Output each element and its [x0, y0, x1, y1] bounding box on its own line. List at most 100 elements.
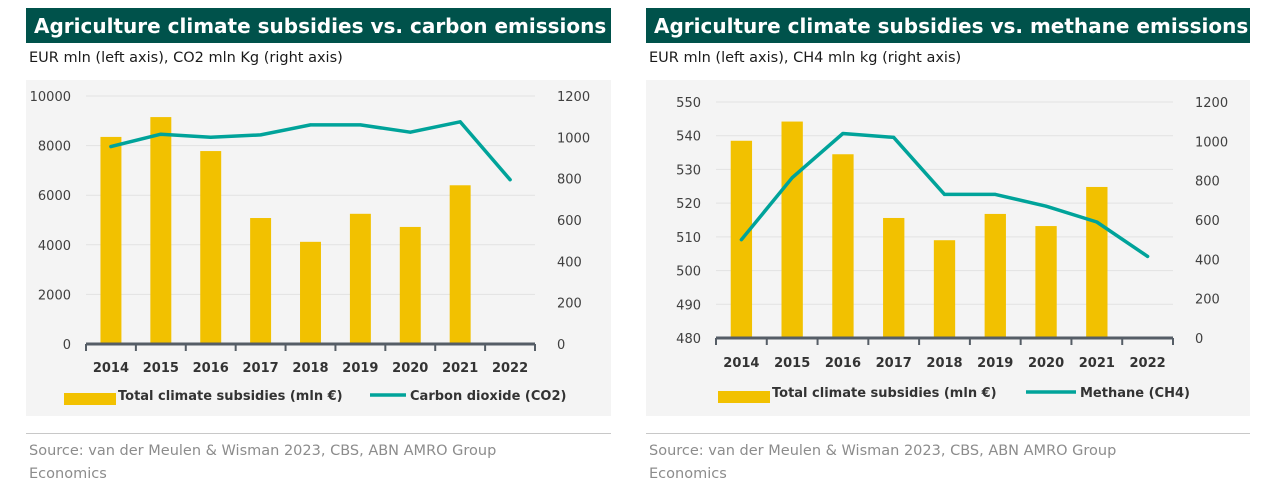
y-right-tick-label: 400	[557, 255, 582, 270]
x-tick-label: 2020	[392, 361, 428, 376]
y-left-tick-label: 530	[676, 163, 701, 178]
x-tick-label: 2015	[774, 356, 810, 371]
y-left-tick-label: 540	[676, 130, 701, 145]
y-left-tick-label: 2000	[38, 288, 71, 303]
bar	[200, 151, 222, 344]
line-point	[109, 145, 113, 149]
source-line-1: Source: van der Meulen & Wisman 2023, CB…	[649, 443, 1117, 459]
x-tick-label: 2014	[93, 361, 129, 376]
x-tick-label: 2021	[442, 361, 478, 376]
y-right-tick-label: 1000	[1195, 135, 1228, 150]
y-left-tick-label: 520	[676, 197, 701, 212]
y-right-tick-label: 200	[557, 297, 582, 312]
y-right-tick-label: 600	[1195, 214, 1220, 229]
y-right-tick-label: 600	[557, 214, 582, 229]
chart-title: Agriculture climate subsidies vs. carbon…	[26, 8, 611, 43]
source-note: Source: van der Meulen & Wisman 2023, CB…	[29, 440, 496, 486]
legend-line-label: Methane (CH4)	[1080, 386, 1190, 401]
bar	[832, 154, 854, 338]
bar	[449, 185, 471, 344]
x-tick-label: 2022	[492, 361, 528, 376]
y-right-tick-label: 400	[1195, 253, 1220, 268]
bar	[1086, 186, 1108, 338]
source-line-2: Economics	[29, 466, 107, 482]
y-left-tick-label: 8000	[38, 140, 71, 155]
line-point	[943, 192, 946, 196]
x-tick-label: 2018	[926, 356, 962, 371]
bar	[399, 226, 421, 344]
line-point	[358, 123, 362, 127]
y-left-tick-label: 490	[676, 298, 701, 313]
bar	[781, 121, 803, 338]
legend-bar-swatch	[64, 393, 116, 405]
y-right-tick-label: 200	[1195, 293, 1220, 308]
bar	[300, 241, 321, 344]
y-right-tick-label: 1200	[1195, 96, 1228, 111]
line-point	[1095, 220, 1099, 224]
y-left-tick-label: 6000	[38, 189, 71, 204]
chart-panel-co2: Agriculture climate subsidies vs. carbon…	[26, 0, 611, 482]
y-right-tick-label: 0	[557, 338, 565, 353]
legend-bar-label: Total climate subsidies (mln €)	[772, 386, 997, 401]
bar	[100, 136, 122, 344]
legend-bar-label: Total climate subsidies (mln €)	[118, 389, 343, 404]
line-point	[159, 132, 163, 136]
y-right-tick-label: 0	[1195, 332, 1203, 347]
chart-area: 0 2000 4000 6000 8000 10000 0 200 400 600 800 1000 1…	[26, 80, 611, 416]
x-tick-label: 2021	[1079, 356, 1115, 371]
x-tick-label: 2020	[1028, 356, 1064, 371]
line-point	[790, 176, 794, 180]
source-note: Source: van der Meulen & Wisman 2023, CB…	[649, 440, 1116, 486]
bar	[250, 218, 272, 344]
line-point	[259, 133, 263, 137]
source-line-2: Economics	[649, 466, 727, 482]
y-right-tick-label: 800	[557, 173, 582, 188]
line-point	[892, 135, 896, 139]
y-left-tick-label: 4000	[38, 239, 71, 254]
legend-line-label: Carbon dioxide (CO2)	[410, 389, 566, 404]
x-tick-label: 2019	[977, 356, 1013, 371]
y-left-tick-label: 480	[676, 332, 701, 347]
x-tick-label: 2019	[342, 361, 378, 376]
bar	[933, 240, 956, 338]
y-left-tick-label: 550	[676, 96, 701, 111]
x-tick-label: 2015	[143, 361, 179, 376]
line-point	[458, 120, 462, 124]
x-tick-label: 2016	[825, 356, 861, 371]
line-point	[993, 192, 997, 196]
y-right-tick-label: 800	[1195, 175, 1220, 190]
legend-bar-swatch	[718, 391, 770, 403]
bar	[984, 213, 1006, 338]
chart-panel-ch4: Agriculture climate subsidies vs. methan…	[646, 0, 1250, 482]
line-point	[508, 178, 512, 182]
x-tick-label: 2017	[243, 361, 279, 376]
chart-title: Agriculture climate subsidies vs. methan…	[646, 8, 1250, 43]
x-tick-label: 2017	[876, 356, 912, 371]
line-point	[841, 131, 845, 135]
y-right-tick-label: 1000	[557, 131, 590, 146]
line-point	[309, 123, 312, 127]
x-tick-label: 2014	[723, 356, 759, 371]
bar	[883, 217, 905, 338]
chart-subtitle: EUR mln (left axis), CH4 mln kg (right a…	[649, 50, 962, 66]
chart-subtitle: EUR mln (left axis), CO2 mln Kg (right a…	[29, 50, 343, 66]
co2-chart-svg: 0 2000 4000 6000 8000 10000 0 200 400 600 800 1000 1…	[30, 90, 590, 405]
source-divider	[26, 433, 611, 434]
y-left-tick-label: 0	[63, 338, 71, 353]
bar	[1035, 226, 1057, 338]
x-tick-label: 2016	[193, 361, 229, 376]
x-tick-label: 2022	[1130, 356, 1166, 371]
line-point	[209, 135, 213, 139]
source-divider	[646, 433, 1250, 434]
bar	[150, 117, 172, 344]
source-line-1: Source: van der Meulen & Wisman 2023, CB…	[29, 443, 497, 459]
y-left-tick-label: 500	[676, 265, 701, 280]
line-point	[739, 238, 743, 242]
line-point	[1146, 254, 1150, 258]
x-tick-label: 2018	[292, 361, 328, 376]
chart-area: 480 490 500 510 520 530 540 550 0 200 400 600 800 100…	[646, 80, 1250, 416]
bar	[349, 213, 371, 344]
line-point	[408, 130, 412, 134]
ch4-chart-svg: 480 490 500 510 520 530 540 550 0 200 400 600 800 100…	[676, 96, 1228, 403]
y-right-tick-label: 1200	[557, 90, 590, 105]
